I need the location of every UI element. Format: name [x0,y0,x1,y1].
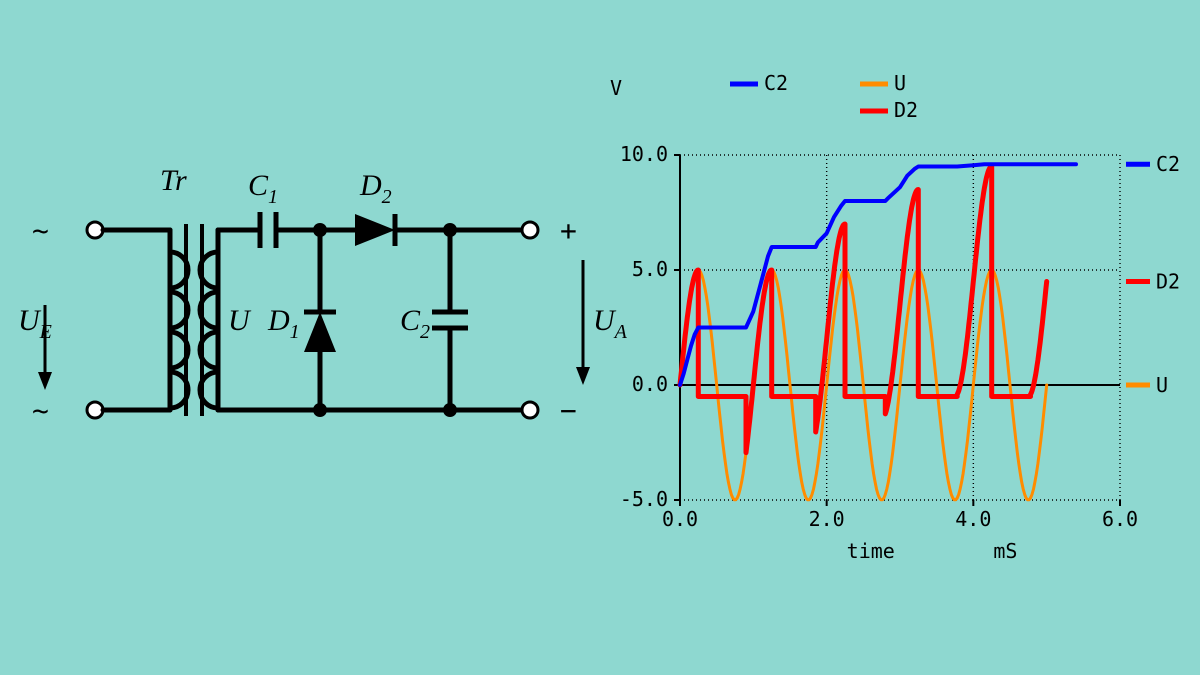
output-terminal-top [522,222,538,238]
legend-d2: D2 [894,98,918,122]
ytick: 10.0 [620,142,668,166]
output-terminal-bottom [522,402,538,418]
x-unit-label: mS [993,539,1017,563]
endpoint-label-d2: D2 [1156,270,1180,294]
ac-symbol-bottom: ~ [32,394,49,427]
xtick: 4.0 [955,507,991,531]
label-u: U [228,304,252,337]
y-unit-label: V [610,76,622,100]
ytick: 0.0 [632,372,668,396]
ac-symbol-top: ~ [32,214,49,247]
x-axis-label: time [847,539,895,563]
xtick: 6.0 [1102,507,1138,531]
legend-c2: C2 [764,71,788,95]
ytick: 5.0 [632,257,668,281]
label-tr: Tr [160,164,187,197]
ytick: -5.0 [620,487,668,511]
legend-u: U [894,71,906,95]
xtick: 0.0 [662,507,698,531]
xtick: 2.0 [809,507,845,531]
endpoint-label-c2: C2 [1156,152,1180,176]
plus-symbol: + [560,214,577,247]
endpoint-label-u: U [1156,373,1168,397]
minus-symbol: − [560,394,577,427]
